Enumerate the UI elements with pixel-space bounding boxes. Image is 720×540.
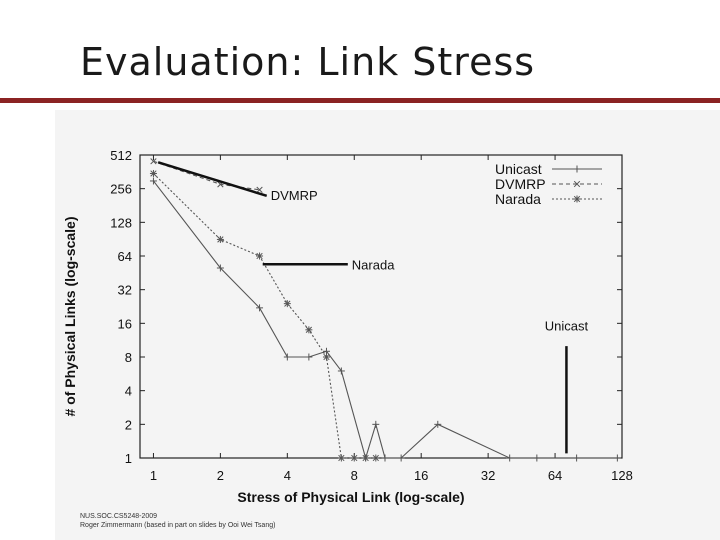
chart-panel: 1 2 4 8 16 32 64 128 256 512 1 2 4 8 16 32 64 128 DVMRP N… — [55, 110, 720, 540]
y-tick-label: 64 — [118, 249, 132, 264]
series-dvmrp — [150, 158, 263, 193]
data-point-marker — [573, 180, 581, 188]
series-narada — [149, 169, 380, 462]
legend-label-dvmrp: DVMRP — [495, 176, 546, 192]
y-tick-label: 256 — [110, 182, 132, 197]
footer: NUS.SOC.CS5248-2009 Roger Zimmermann (ba… — [80, 512, 275, 530]
annotation-pointer-dvmrp — [157, 161, 268, 198]
data-point-marker — [323, 353, 330, 361]
slide-title: Evaluation: Link Stress — [80, 40, 536, 84]
data-point-marker — [351, 454, 358, 462]
data-point-marker — [284, 300, 291, 307]
x-tick-label: 1 — [150, 468, 157, 483]
data-point-marker — [256, 252, 263, 260]
data-point-marker — [150, 170, 157, 177]
data-point-marker — [573, 195, 581, 203]
x-axis-ticks: 1 2 4 8 16 32 64 128 — [150, 155, 633, 483]
x-tick-label: 4 — [284, 468, 291, 483]
y-axis-ticks: 1 2 4 8 16 32 64 128 256 512 — [110, 148, 622, 466]
x-tick-label: 128 — [611, 468, 633, 483]
y-tick-label: 32 — [118, 283, 132, 298]
legend-label-unicast: Unicast — [495, 161, 542, 177]
series-line-unicast — [153, 180, 618, 460]
data-point-marker — [256, 186, 263, 193]
data-point-marker — [217, 236, 224, 243]
plot-frame — [139, 154, 623, 459]
x-tick-label: 64 — [548, 468, 562, 483]
y-tick-label: 512 — [110, 148, 132, 163]
y-tick-label: 2 — [125, 417, 132, 432]
x-tick-label: 32 — [481, 468, 495, 483]
annotation-label-unicast: Unicast — [545, 318, 589, 333]
y-tick-label: 4 — [125, 384, 132, 399]
y-tick-label: 8 — [125, 350, 132, 365]
footer-credit: Roger Zimmermann (based in part on slide… — [80, 522, 276, 529]
x-axis-label: Stress of Physical Link (log-scale) — [237, 489, 464, 505]
data-point-marker — [305, 326, 313, 333]
plot-frame-rect — [139, 154, 623, 459]
annotation-label-narada: Narada — [352, 257, 395, 272]
x-tick-label: 16 — [414, 468, 428, 483]
annotation-label-dvmrp: DVMRP — [271, 188, 318, 203]
x-tick-label: 8 — [351, 468, 358, 483]
y-axis-label: # of Physical Links (log-scale) — [62, 217, 78, 417]
y-tick-label: 1 — [125, 451, 132, 466]
data-point-marker — [150, 158, 157, 165]
data-point-marker — [372, 454, 379, 462]
x-tick-label: 2 — [217, 468, 224, 483]
data-point-marker — [362, 454, 369, 462]
footer-course: NUS.SOC.CS5248-2009 — [80, 513, 158, 520]
series-line-narada — [153, 173, 376, 459]
y-tick-label: 16 — [118, 316, 132, 331]
data-point-marker — [338, 454, 345, 462]
y-tick-label: 128 — [110, 215, 132, 230]
series-group — [149, 158, 621, 462]
legend-label-narada: Narada — [495, 191, 541, 207]
title-rule — [0, 98, 720, 103]
